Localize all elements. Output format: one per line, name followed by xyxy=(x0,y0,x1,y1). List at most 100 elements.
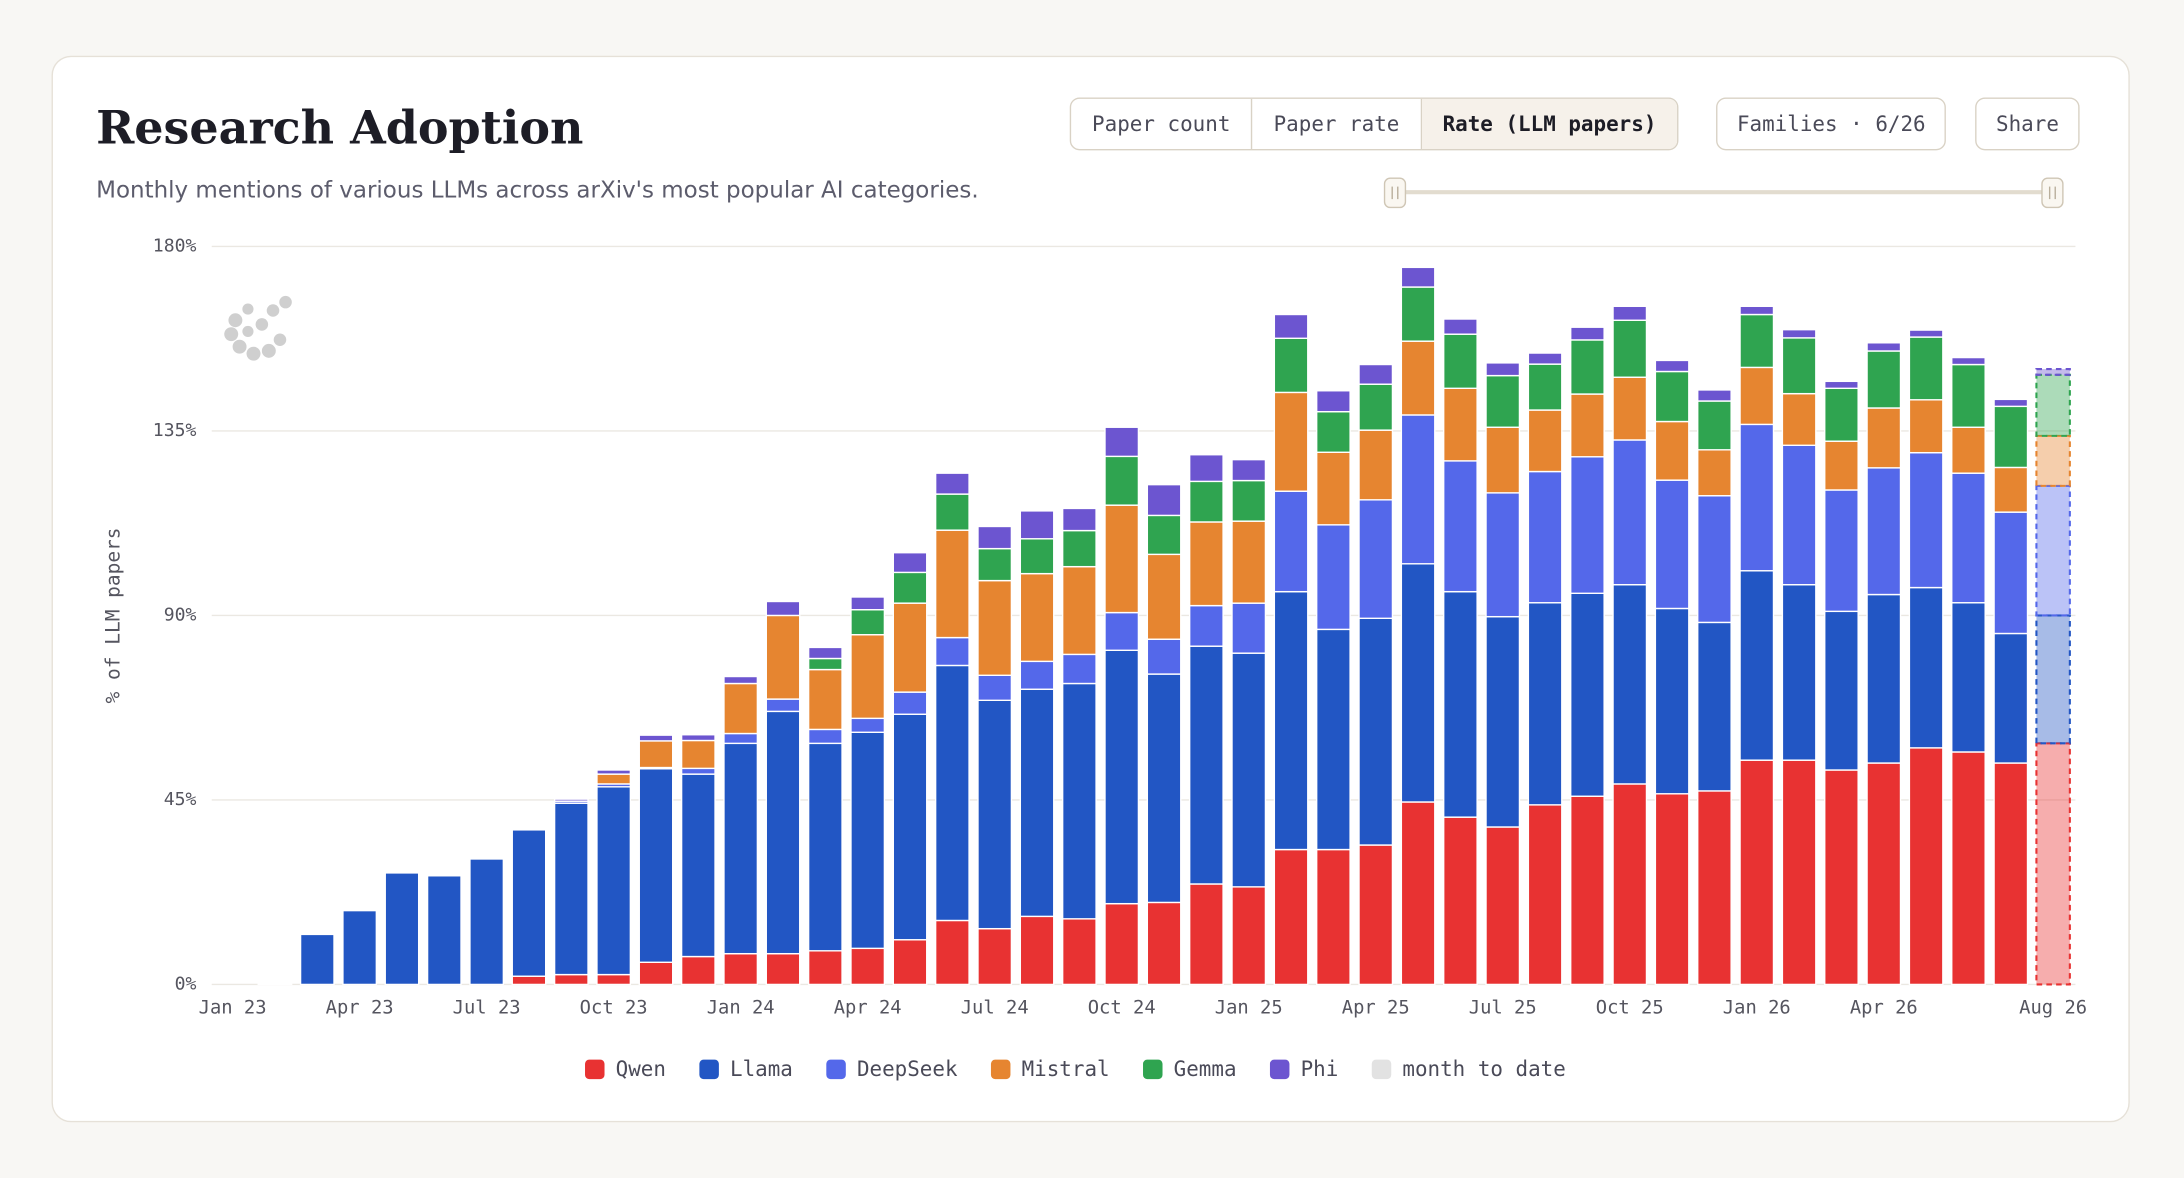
bar-segment xyxy=(1654,607,1690,795)
bar-segment xyxy=(1104,611,1140,651)
bar-segment xyxy=(1400,340,1436,416)
bar-segment xyxy=(1358,499,1394,620)
bar-segment xyxy=(1739,366,1775,426)
bar-segment xyxy=(1612,583,1648,785)
bar-segment xyxy=(638,961,674,986)
bar-segment xyxy=(596,786,632,976)
bar-segment xyxy=(1612,376,1648,441)
bar-segment xyxy=(1358,617,1394,846)
families-button[interactable]: Families · 6/26 xyxy=(1716,97,1947,151)
bar-segment xyxy=(1146,483,1182,517)
bar-segment xyxy=(1485,426,1521,494)
legend-label: Gemma xyxy=(1174,1057,1237,1081)
bar-segment xyxy=(1570,326,1605,341)
x-tick-label: Jan 23 xyxy=(199,998,267,1019)
bar-segment xyxy=(1231,652,1267,888)
legend-label: Qwen xyxy=(616,1057,666,1081)
legend-swatch xyxy=(1371,1059,1392,1080)
bar-segment xyxy=(2035,367,2071,376)
bar-segment xyxy=(553,798,589,802)
bar-segment xyxy=(1866,467,1902,596)
bar-segment xyxy=(765,698,801,713)
x-tick-label: Jan 25 xyxy=(1215,998,1283,1019)
bar-segment xyxy=(1273,590,1309,851)
mode-tabs: Paper count Paper rate Rate (LLM papers) xyxy=(1069,97,1679,151)
bar-segment xyxy=(1188,604,1224,647)
legend-label: Phi xyxy=(1301,1057,1339,1081)
bar-segment xyxy=(1908,336,1944,401)
bar-segment xyxy=(1951,602,1986,753)
bar-segment xyxy=(807,668,843,731)
x-tick-label: Apr 25 xyxy=(1342,998,1410,1019)
bar-segment xyxy=(1273,490,1309,593)
x-tick-label: Oct 24 xyxy=(1088,998,1156,1019)
bar-segment xyxy=(553,973,589,986)
bar-segment xyxy=(850,596,886,611)
bar-segment xyxy=(1654,420,1690,481)
bar-segment xyxy=(1273,848,1309,986)
bar-segment xyxy=(469,858,505,986)
bar-segment xyxy=(1188,480,1224,523)
bar-segment xyxy=(299,933,335,986)
legend-swatch xyxy=(585,1059,605,1080)
bar-segment xyxy=(638,734,674,742)
bar-segment xyxy=(1908,399,1944,454)
bar-segment xyxy=(1146,901,1182,986)
bar-segment xyxy=(1697,400,1732,451)
bar-segment xyxy=(1824,610,1859,771)
bar-segment xyxy=(1654,479,1690,610)
bar-segment xyxy=(426,875,462,986)
bar-segment xyxy=(1104,426,1140,458)
bar-segment xyxy=(892,552,928,574)
bar-segment xyxy=(1908,747,1944,986)
x-tick-label: Apr 24 xyxy=(834,998,902,1019)
x-tick-label: Apr 23 xyxy=(326,998,394,1019)
tab[interactable]: Paper rate xyxy=(1253,98,1422,149)
bar-segment xyxy=(765,614,801,700)
bar-segment xyxy=(892,602,928,693)
bar-segment xyxy=(1866,342,1902,352)
bar-segment xyxy=(1358,363,1394,385)
bar-segment xyxy=(1697,790,1732,986)
tab[interactable]: Rate (LLM papers) xyxy=(1421,98,1678,149)
y-tick-label: 135% xyxy=(153,420,197,441)
bar-segment xyxy=(1908,451,1944,589)
bar-segment xyxy=(1442,460,1478,593)
bar-segment xyxy=(765,952,801,986)
bar-segment xyxy=(1019,688,1055,918)
slider-handle[interactable] xyxy=(2041,177,2064,209)
y-tick-label: 180% xyxy=(153,235,197,256)
bar-segment xyxy=(1400,286,1436,342)
bar-segment xyxy=(2035,742,2071,986)
share-button[interactable]: Share xyxy=(1975,97,2080,151)
bar-segment xyxy=(1358,429,1394,501)
bar-segment xyxy=(1442,387,1478,462)
bar-segment xyxy=(1697,495,1732,624)
y-tick-label: 90% xyxy=(164,604,197,625)
x-tick-label: Aug 26 xyxy=(2019,998,2087,1019)
bar-segment xyxy=(638,768,674,963)
bar-segment xyxy=(850,609,886,636)
bar-segment xyxy=(1019,572,1055,663)
bar-segment xyxy=(1061,682,1097,920)
bar-segment xyxy=(977,547,1013,582)
bar-segment xyxy=(1781,337,1817,395)
bar-segment xyxy=(1485,362,1521,377)
bar-segment xyxy=(680,773,716,958)
x-tick-label: Oct 25 xyxy=(1596,998,1664,1019)
slider-handle[interactable] xyxy=(1383,177,1407,209)
bar-segment xyxy=(1908,329,1944,338)
bar-segment xyxy=(1146,638,1182,675)
bar-segment xyxy=(1315,451,1351,526)
bar-segment xyxy=(1104,455,1140,506)
bar-segment xyxy=(1358,383,1394,431)
bar-segment xyxy=(1654,359,1690,373)
bar-segment xyxy=(892,571,928,604)
bar-segment xyxy=(1400,266,1436,288)
bar-segment xyxy=(1824,440,1859,491)
x-tick-label: Jan 26 xyxy=(1723,998,1791,1019)
bar-segment xyxy=(1485,826,1521,986)
legend-label: Mistral xyxy=(1022,1057,1110,1081)
tab[interactable]: Paper count xyxy=(1071,98,1253,149)
bar-segment xyxy=(977,699,1013,930)
